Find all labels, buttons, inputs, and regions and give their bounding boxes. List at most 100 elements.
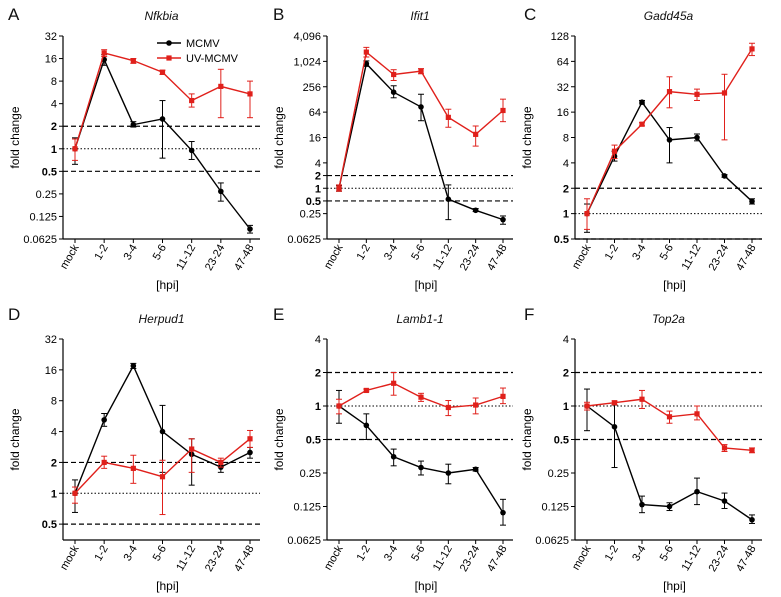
x-tick-label: mock [58,242,82,271]
data-point [472,207,479,214]
panel-C: C Gadd45a 0.5 1 2 4 8 16 32 64 128 fold change mock 1… [520,5,762,292]
data-point [721,498,728,504]
panel-A: A Nfkbia 0.0625 0.125 0.25 0.5 1 2 4 8 16 32 fold ch… [8,5,260,292]
data-point [363,387,369,394]
x-tick-label: 3-4 [630,544,648,564]
x-tick-label: 47-48 [485,544,509,574]
y-tick-label: 0.25 [36,189,57,201]
y-tick-label: 8 [563,133,569,145]
y-tick-label: 8 [51,396,57,408]
legend-marker-mcmv [166,40,172,46]
y-tick-label: 16 [45,54,57,66]
x-tick-label: 11-12 [431,243,455,273]
series-line [338,62,504,221]
y-tick-label: 16 [309,133,321,145]
data-point [721,173,728,179]
y-tick-label: 0.5 [554,234,569,246]
y-tick-label: 0.5 [42,166,57,178]
x-tick-label: 1-2 [355,243,373,263]
y-tick-label: 0.5 [554,435,569,447]
data-point [694,134,700,141]
x-tick-label: 11-12 [680,243,704,273]
panel-letter: C [524,5,536,24]
x-tick-label: 23-24 [707,544,731,574]
data-point [418,464,424,471]
gene-title: Gadd45a [644,9,694,23]
data-point [639,396,645,402]
x-tick-label: 5-6 [151,243,169,263]
data-point [666,414,673,420]
y-tick-label: 4 [51,99,57,111]
data-point [418,68,424,74]
data-point [336,185,342,191]
data-point [130,465,136,471]
y-tick-label: 2 [315,171,321,183]
data-point [694,488,700,495]
x-axis-label: [hpi] [415,579,438,593]
x-tick-label: mock [322,242,346,271]
data-point [639,121,645,127]
x-tick-label: 23-24 [707,243,731,273]
data-point [189,97,195,104]
y-tick-label: 8 [51,76,57,88]
legend-label-uv-mcmv: UV-MCMV [186,53,239,65]
data-point [694,411,700,417]
series-uv-mcmv [72,429,253,516]
series-mcmv [72,54,253,234]
data-point [130,363,137,369]
y-axis-label: fold change [272,106,286,168]
y-tick-label: 16 [557,107,569,119]
panel-letter: D [8,305,20,324]
y-tick-label: 0.0625 [535,535,569,547]
y-tick-label: 0.125 [29,211,57,223]
series-uv-mcmv [336,372,506,417]
y-tick-label: 256 [303,82,321,94]
data-point [473,131,479,137]
data-point [500,509,506,516]
x-tick-label: 47-48 [232,243,256,273]
x-tick-label: 5-6 [658,243,676,263]
y-tick-label: 4 [563,158,569,170]
y-tick-label: 0.25 [300,209,321,221]
x-axis-label: [hpi] [415,278,438,292]
y-tick-label: 32 [45,31,57,43]
x-tick-label: 5-6 [658,544,676,564]
data-point [247,91,253,97]
x-tick-label: 47-48 [734,544,758,574]
panel-letter: B [273,5,284,24]
x-tick-label: 3-4 [122,544,140,564]
x-tick-label: 1-2 [355,544,373,564]
data-point [666,137,673,143]
y-tick-label: 2 [563,183,569,195]
data-point [218,83,224,89]
x-tick-label: 47-48 [232,544,256,574]
data-point [101,50,107,56]
data-point [247,449,253,456]
series-uv-mcmv [72,49,253,161]
data-point [101,459,107,466]
data-point [611,148,618,154]
x-tick-label: 47-48 [485,243,509,273]
gene-title: Herpud1 [138,312,184,326]
y-tick-label: 0.5 [42,519,57,531]
y-tick-label: 1 [51,488,57,500]
y-axis-label: fold change [520,106,534,168]
y-tick-label: 1 [563,209,569,221]
y-tick-label: 4 [51,427,57,439]
y-axis-label: fold change [8,106,22,168]
x-tick-label: 11-12 [174,544,198,574]
x-tick-label: 1-2 [92,544,110,564]
data-point [247,436,253,442]
data-point [749,198,755,205]
panel-D: D Herpud1 0.5 1 2 4 8 16 32 fold change mock 1-2 3-4… [8,305,260,593]
gene-title: Top2a [652,312,685,326]
data-point [472,466,479,473]
gene-title: Nfkbia [144,9,178,23]
y-tick-label: 0.0625 [23,234,57,246]
series-uv-mcmv [336,46,506,192]
data-point [72,490,78,496]
x-tick-label: 47-48 [734,243,758,273]
x-tick-label: 3-4 [122,243,140,263]
